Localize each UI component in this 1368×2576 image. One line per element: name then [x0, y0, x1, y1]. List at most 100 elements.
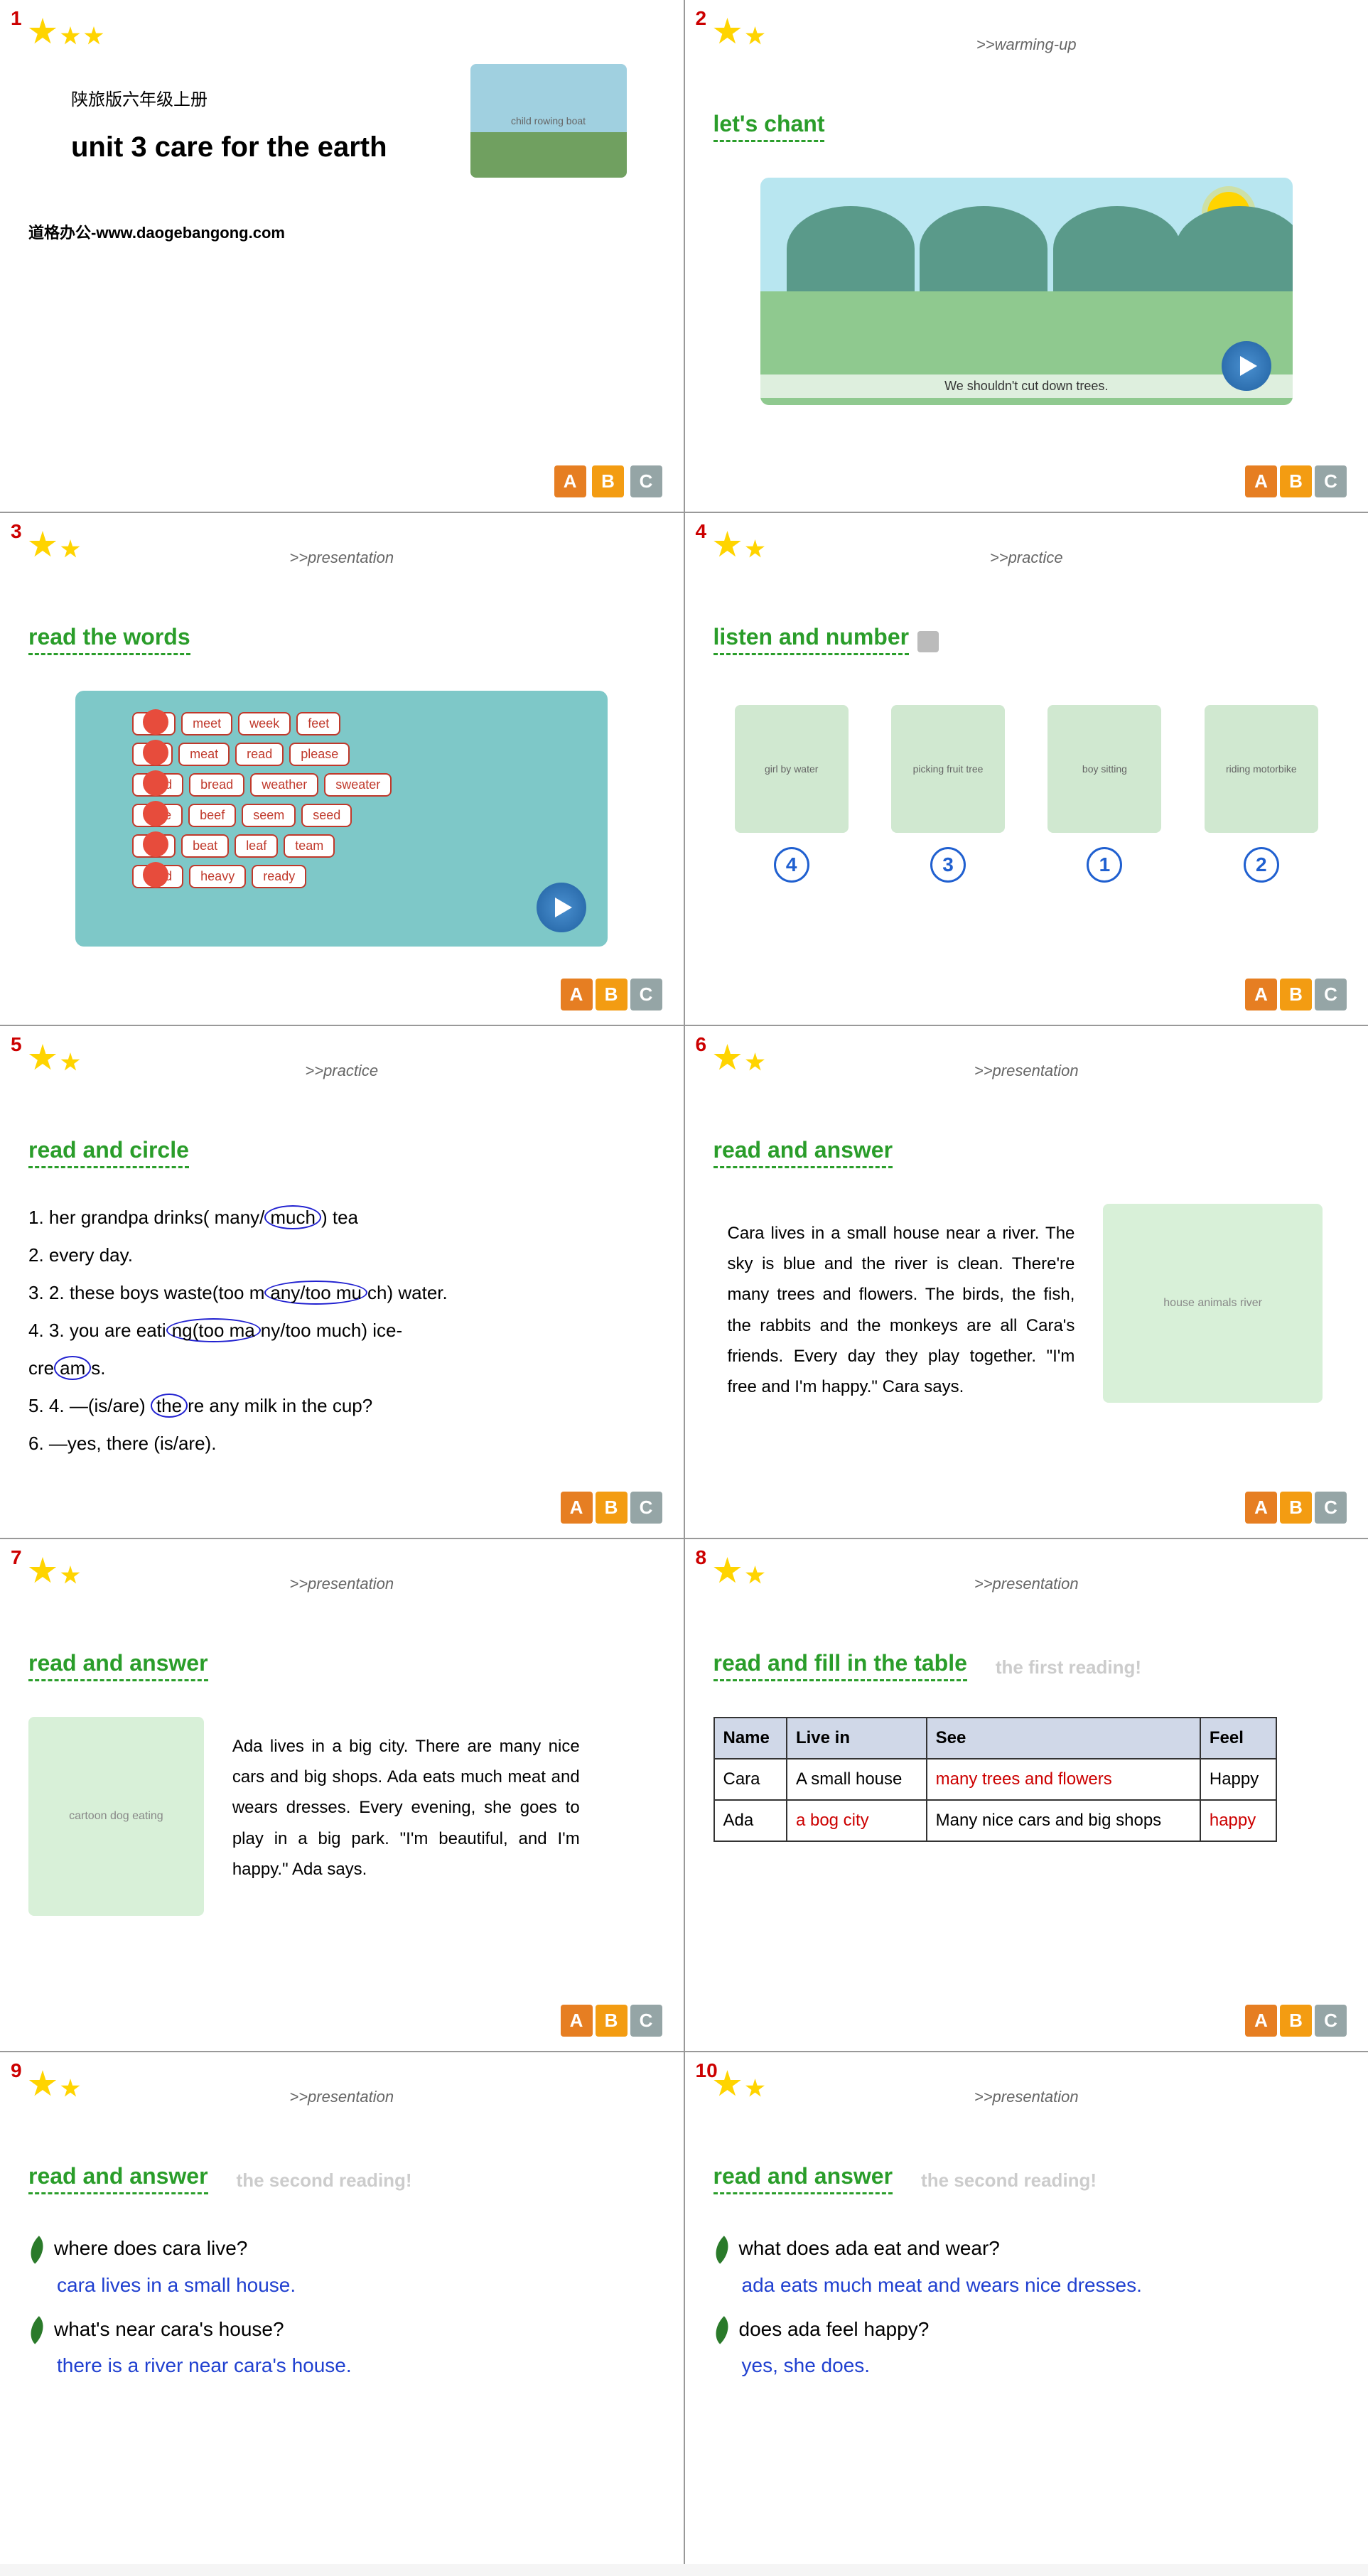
word-chip: beef	[188, 804, 236, 827]
section-tag: >>presentation	[713, 2088, 1340, 2106]
star-decor	[28, 1557, 84, 1589]
footer-source: 道格办公-www.daogebangong.com	[28, 220, 655, 243]
slide-number: 1	[11, 7, 22, 30]
slide-heading: read and circle	[28, 1137, 189, 1168]
slide-number: 3	[11, 520, 22, 543]
star-decor	[713, 18, 769, 50]
passage-illustration: house animals river	[1103, 1204, 1323, 1403]
slide-heading: read and answer	[28, 2163, 208, 2194]
leaf-icon	[708, 2316, 736, 2344]
word-chip: weather	[250, 773, 318, 797]
answer: ada eats much meat and wears nice dresse…	[742, 2274, 1340, 2297]
slide-4: 4 >>practice listen and number girl by w…	[685, 513, 1368, 1025]
word-chip: please	[289, 743, 350, 766]
activity-image: riding motorbike	[1205, 705, 1318, 833]
star-decor	[713, 1044, 769, 1076]
section-tag: >>presentation	[28, 549, 655, 567]
slide-3: 3 >>presentation read the words seemeetw…	[0, 513, 684, 1025]
passage-text: Cara lives in a small house near a river…	[713, 1204, 1089, 1416]
slide-number: 2	[696, 7, 707, 30]
abc-decor: ABC	[1242, 465, 1347, 497]
block-b: B	[592, 465, 624, 497]
star-decor	[28, 1044, 84, 1076]
block-a: A	[554, 465, 586, 497]
leaf-icon	[23, 2316, 51, 2344]
table-header: See	[927, 1718, 1200, 1759]
slide-heading: listen and number	[713, 624, 910, 655]
star-decor	[713, 2070, 769, 2102]
passage-illustration: cartoon dog eating	[28, 1717, 204, 1916]
word-chip: seed	[301, 804, 352, 827]
slide-8: 8 >>presentation read and fill in the ta…	[685, 1539, 1368, 2051]
table-header: Feel	[1200, 1718, 1276, 1759]
table-cell: Many nice cars and big shops	[927, 1800, 1200, 1841]
word-chip: read	[235, 743, 284, 766]
section-tag: >>practice	[28, 1062, 655, 1080]
star-decor	[713, 1557, 769, 1589]
activity-image: picking fruit tree	[891, 705, 1005, 833]
section-tag: >>presentation	[713, 1062, 1340, 1080]
slide-number: 9	[11, 2059, 22, 2082]
slide-heading: read and answer	[713, 1137, 893, 1168]
slide-number: 6	[696, 1033, 707, 1056]
answer: there is a river near cara's house.	[57, 2354, 655, 2377]
slide-9: 9 >>presentation read and answerthe seco…	[0, 2052, 684, 2564]
word-chip: meat	[178, 743, 230, 766]
slide-heading: read the words	[28, 624, 190, 655]
passage-text: Ada lives in a big city. There are many …	[218, 1717, 594, 1899]
star-decor	[713, 531, 769, 563]
boat-illustration: child rowing boat	[470, 64, 627, 178]
block-c: C	[630, 465, 662, 497]
sentence: 5. 4. —(is/are) there any milk in the cu…	[28, 1392, 655, 1420]
table-cell: happy	[1200, 1800, 1276, 1841]
speaker-icon[interactable]	[917, 631, 939, 652]
slide-number: 5	[11, 1033, 22, 1056]
question: where does cara live?	[28, 2237, 655, 2261]
word-chip: beat	[181, 834, 229, 858]
abc-decor: ABC	[1242, 979, 1347, 1011]
slide-heading: read and answer	[713, 2163, 893, 2194]
word-chip: week	[238, 712, 291, 735]
slide-heading: let's chant	[713, 111, 825, 142]
abc-decor: ABC	[558, 2005, 662, 2037]
section-tag: >>warming-up	[713, 36, 1340, 54]
qa-list: where does cara live?cara lives in a sma…	[28, 2237, 655, 2377]
abc-decor: ABC	[1242, 2005, 1347, 2037]
slide-number: 4	[696, 520, 707, 543]
slide-heading: read and answer	[28, 1650, 208, 1681]
sentence-list: 1. her grandpa drinks( many/much) tea2. …	[28, 1204, 655, 1457]
slide-number: 7	[11, 1546, 22, 1569]
word-chip: seem	[242, 804, 296, 827]
star-decor	[28, 18, 107, 50]
table-header: Live in	[787, 1718, 927, 1759]
play-button[interactable]	[1222, 341, 1271, 391]
star-decor	[28, 531, 84, 563]
star-decor	[28, 2070, 84, 2102]
reading-note: the second reading!	[237, 2170, 412, 2192]
question: does ada feel happy?	[713, 2318, 1340, 2342]
sentence: 3. 2. these boys waste(too many/too much…	[28, 1279, 655, 1307]
landscape-illustration: We shouldn't cut down trees.	[760, 178, 1293, 405]
activity-image: girl by water	[735, 705, 849, 833]
passage-wrap: Cara lives in a small house near a river…	[713, 1204, 1340, 1416]
qa-list: what does ada eat and wear? ada eats much…	[713, 2237, 1340, 2377]
word-chip: leaf	[235, 834, 278, 858]
sentence: 6. —yes, there (is/are).	[28, 1430, 655, 1457]
abc-decor: ABC	[1242, 1492, 1347, 1524]
slide-grid: 1 child rowing boat 陕旅版六年级上册 unit 3 care…	[0, 0, 1368, 2564]
answer-number: 3	[930, 847, 966, 883]
word-chip: team	[284, 834, 335, 858]
play-button[interactable]	[537, 883, 586, 932]
answer-number: 1	[1087, 847, 1122, 883]
slide-number: 8	[696, 1546, 707, 1569]
answer-number: 2	[1244, 847, 1279, 883]
table-cell: a bog city	[787, 1800, 927, 1841]
question: what's near cara's house?	[28, 2318, 655, 2342]
word-chip: feet	[296, 712, 340, 735]
question: what does ada eat and wear?	[713, 2237, 1340, 2261]
table-header: Name	[714, 1718, 787, 1759]
slide-heading: read and fill in the table	[713, 1650, 967, 1681]
word-chip: meet	[181, 712, 232, 735]
slide-6: 6 >>presentation read and answer Cara li…	[685, 1026, 1368, 1538]
section-tag: >>presentation	[28, 1575, 655, 1593]
